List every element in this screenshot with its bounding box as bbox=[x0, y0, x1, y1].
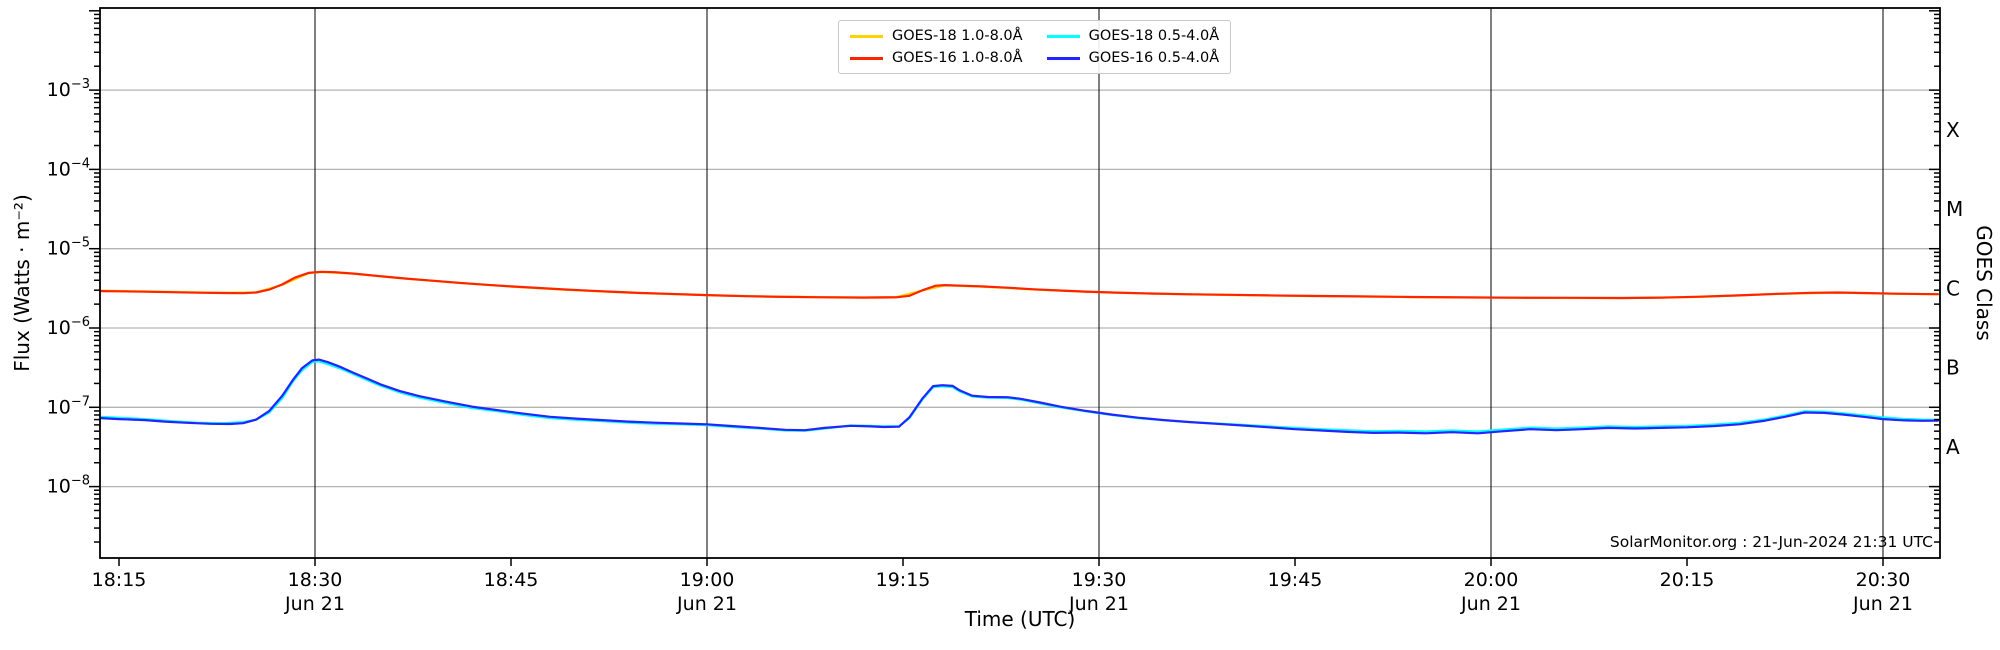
y-axis-label: Flux (Watts · m⁻²) bbox=[10, 194, 34, 372]
x-tick-date-label: Jun 21 bbox=[676, 593, 737, 615]
watermark-text: SolarMonitor.org : 21-Jun-2024 21:31 UTC bbox=[1609, 533, 1933, 551]
y-tick-label: 10−7 bbox=[47, 394, 90, 418]
legend-item-goes16-long: GOES-16 1.0-8.0Å bbox=[850, 50, 1023, 66]
legend-label: GOES-18 1.0-8.0Å bbox=[892, 28, 1023, 44]
goes-class-letters: X M C B A bbox=[1946, 118, 1963, 459]
x-gridlines bbox=[314, 8, 1884, 558]
goes-class-letter: B bbox=[1946, 356, 1960, 380]
legend-swatch bbox=[1046, 56, 1080, 60]
series-goes16-short-line bbox=[99, 358, 1940, 435]
y-tick-labels: 10−3 10−4 10−5 10−6 10−7 10−8 bbox=[47, 77, 90, 498]
y-gridlines bbox=[100, 89, 1940, 488]
plot-border bbox=[99, 7, 1941, 559]
series-goes16-long-line bbox=[99, 270, 1940, 300]
x-axis-label: Time (UTC) bbox=[964, 607, 1076, 631]
legend-swatch bbox=[850, 34, 883, 38]
legend-label: GOES-16 0.5-4.0Å bbox=[1088, 50, 1220, 66]
goes-class-letter: C bbox=[1946, 276, 1960, 300]
y-tick-label: 10−5 bbox=[47, 236, 90, 260]
legend: GOES-18 1.0-8.0Å GOES-16 1.0-8.0Å GOES-1… bbox=[838, 20, 1232, 74]
y-tick-label: 10−4 bbox=[47, 156, 90, 180]
series-lines bbox=[99, 270, 1940, 435]
x-tick-date-label: Jun 21 bbox=[1852, 593, 1913, 615]
x-tick-date-label: Jun 21 bbox=[1460, 593, 1521, 615]
x-tick-label: 20:00 bbox=[1464, 569, 1519, 591]
x-tick-label: 19:15 bbox=[876, 569, 931, 591]
legend-swatch bbox=[1046, 34, 1080, 38]
goes-class-letter: X bbox=[1946, 118, 1960, 142]
x-tick-label: 20:15 bbox=[1660, 569, 1715, 591]
legend-item-goes18-long: GOES-18 1.0-8.0Å bbox=[850, 28, 1023, 44]
legend-item-goes16-short: GOES-16 0.5-4.0Å bbox=[1046, 50, 1220, 66]
legend-item-goes18-short: GOES-18 0.5-4.0Å bbox=[1046, 28, 1220, 44]
x-tick-label: 18:30 bbox=[288, 569, 343, 591]
x-tick-date-label: Jun 21 bbox=[284, 593, 345, 615]
x-tick-label: 19:00 bbox=[680, 569, 735, 591]
x-tick-label: 18:15 bbox=[92, 569, 147, 591]
series-goes18-short-line bbox=[99, 360, 1940, 433]
legend-label: GOES-18 0.5-4.0Å bbox=[1088, 28, 1220, 44]
y-tick-label: 10−3 bbox=[47, 77, 90, 101]
goes-class-letter: M bbox=[1946, 197, 1963, 221]
x-tick-label: 20:30 bbox=[1856, 569, 1911, 591]
legend-swatch bbox=[850, 56, 883, 60]
y-tick-label: 10−6 bbox=[47, 315, 90, 339]
goes-class-letter: A bbox=[1946, 435, 1960, 459]
x-tick-label: 19:30 bbox=[1072, 569, 1127, 591]
x-tick-label: 18:45 bbox=[484, 569, 539, 591]
x-tick-label: 19:45 bbox=[1268, 569, 1323, 591]
x-tick-date-label: Jun 21 bbox=[1068, 593, 1129, 615]
right-axis-label: GOES Class bbox=[1972, 225, 1996, 341]
legend-label: GOES-16 1.0-8.0Å bbox=[892, 50, 1023, 66]
axis-ticks bbox=[89, 10, 1940, 566]
y-tick-label: 10−8 bbox=[47, 474, 90, 498]
